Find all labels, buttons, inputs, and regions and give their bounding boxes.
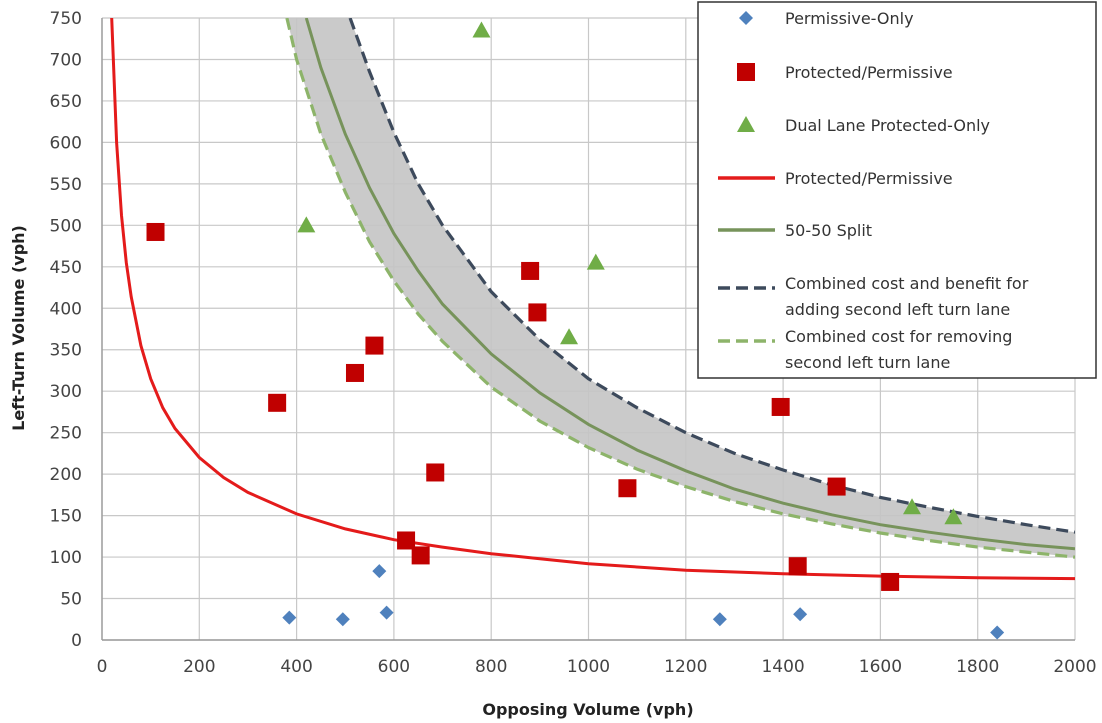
legend-label: Protected/Permissive bbox=[785, 63, 953, 82]
x-tick-label: 1400 bbox=[761, 657, 804, 677]
x-tick-label: 0 bbox=[97, 657, 108, 677]
legend-label-line: Combined cost for removing bbox=[785, 327, 1012, 346]
cost-benefit-band bbox=[286, 18, 1075, 558]
point-dual-lane-protected-only bbox=[586, 253, 605, 270]
point-protected-permissive bbox=[146, 222, 165, 241]
y-tick-label: 500 bbox=[50, 216, 82, 236]
point-protected-permissive bbox=[771, 397, 790, 416]
legend-label: Protected/Permissive bbox=[785, 169, 953, 188]
line-series-protected-permissive bbox=[110, 18, 1075, 581]
x-tick-label: 400 bbox=[280, 657, 312, 677]
line-series-combined-cost-for-removing-second-left-turn-lane bbox=[285, 18, 1075, 559]
y-tick-label: 700 bbox=[50, 50, 82, 70]
y-tick-label: 750 bbox=[50, 9, 82, 29]
y-tick-label: 150 bbox=[50, 507, 82, 527]
point-dual-lane-protected-only bbox=[944, 508, 963, 525]
point-protected-permissive bbox=[268, 393, 287, 412]
point-protected-permissive bbox=[521, 261, 540, 280]
point-protected-permissive bbox=[528, 303, 547, 322]
y-tick-label: 200 bbox=[50, 465, 82, 485]
point-protected-permissive bbox=[345, 363, 364, 382]
point-permissive-only bbox=[335, 612, 350, 627]
x-tick-label: 1800 bbox=[956, 657, 999, 677]
curve-lines bbox=[110, 18, 1075, 581]
y-axis-title: Left-Turn Volume (vph) bbox=[9, 225, 28, 431]
line-series-combined-cost-and-benefit-for-adding-second-left-turn-lane bbox=[348, 18, 1075, 534]
legend-label: 50-50 Split bbox=[785, 221, 872, 240]
y-tick-label: 250 bbox=[50, 424, 82, 444]
point-protected-permissive bbox=[365, 336, 384, 355]
legend-symbol-permissive-only bbox=[739, 11, 753, 25]
x-axis-title: Opposing Volume (vph) bbox=[482, 700, 693, 719]
y-tick-label: 50 bbox=[60, 590, 82, 610]
x-tick-label: 800 bbox=[475, 657, 507, 677]
x-tick-label: 1600 bbox=[859, 657, 902, 677]
point-dual-lane-protected-only bbox=[560, 328, 579, 345]
scatter-points bbox=[146, 21, 1005, 640]
y-tick-label: 100 bbox=[50, 548, 82, 568]
legend-label: Dual Lane Protected-Only bbox=[785, 116, 990, 135]
y-tick-label: 600 bbox=[50, 133, 82, 153]
x-tick-label: 2000 bbox=[1053, 657, 1096, 677]
point-protected-permissive bbox=[788, 557, 807, 576]
y-tick-label: 450 bbox=[50, 258, 82, 278]
x-tick-label: 600 bbox=[378, 657, 410, 677]
point-permissive-only bbox=[990, 625, 1005, 640]
x-tick-label: 1200 bbox=[664, 657, 707, 677]
point-protected-permissive bbox=[881, 572, 900, 591]
legend-label-line: second left turn lane bbox=[785, 353, 950, 372]
legend-marker bbox=[739, 11, 753, 25]
legend-label-line: Combined cost and benefit for bbox=[785, 274, 1029, 293]
point-permissive-only bbox=[282, 610, 297, 625]
y-tick-label: 300 bbox=[50, 382, 82, 402]
y-tick-label: 350 bbox=[50, 341, 82, 361]
point-permissive-only bbox=[372, 564, 387, 579]
legend-marker bbox=[737, 116, 755, 132]
y-tick-label: 550 bbox=[50, 175, 82, 195]
legend-label-line: adding second left turn lane bbox=[785, 300, 1010, 319]
point-protected-permissive bbox=[426, 463, 445, 482]
point-dual-lane-protected-only bbox=[903, 498, 922, 515]
legend-symbol-protected-permissive bbox=[737, 63, 755, 81]
x-tick-label: 1000 bbox=[567, 657, 610, 677]
point-permissive-only bbox=[379, 605, 394, 620]
legend-box bbox=[697, 1, 1097, 379]
axes: 0 200 400 600 800 1000 1200 1400 1600 1800 2000 0 50… bbox=[50, 9, 1097, 677]
y-tick-label: 0 bbox=[71, 631, 82, 651]
legend-label: Permissive-Only bbox=[785, 9, 914, 28]
point-protected-permissive bbox=[618, 479, 637, 498]
point-permissive-only bbox=[793, 607, 808, 622]
x-tick-label: 200 bbox=[183, 657, 215, 677]
y-tick-label: 650 bbox=[50, 92, 82, 112]
point-protected-permissive bbox=[397, 531, 416, 550]
shaded-region bbox=[286, 18, 1075, 558]
point-dual-lane-protected-only bbox=[297, 216, 316, 233]
y-tick-label: 400 bbox=[50, 299, 82, 319]
point-protected-permissive bbox=[827, 477, 846, 496]
line-series-50-50-split bbox=[304, 18, 1075, 551]
point-protected-permissive bbox=[411, 546, 430, 565]
point-permissive-only bbox=[712, 612, 727, 627]
legend-symbol-dual-lane-protected-only bbox=[737, 116, 755, 132]
legend-marker bbox=[737, 63, 755, 81]
legend: Permissive-Only Protected/Permissive Dual … bbox=[697, 1, 1097, 379]
point-dual-lane-protected-only bbox=[472, 21, 491, 38]
